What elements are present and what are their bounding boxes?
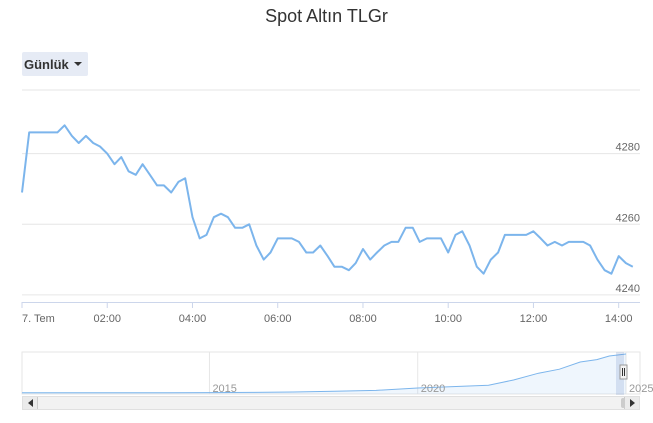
x-tick-label: 10:00 <box>434 313 462 325</box>
navigator-year-labels: 2015 2020 2025 <box>212 383 653 395</box>
scrollbar-thumb[interactable] <box>621 398 625 408</box>
arrow-left-icon <box>27 399 33 407</box>
scroll-left-button[interactable] <box>23 397 38 409</box>
y-tick-label: 4260 <box>616 212 640 224</box>
y-tick-label: 4240 <box>616 283 640 295</box>
x-tick-label: 08:00 <box>349 313 377 325</box>
navigator-scrollbar[interactable] <box>22 396 640 410</box>
navigator-year-label: 2020 <box>421 383 445 395</box>
x-tick-label: 06:00 <box>264 313 292 325</box>
x-tick-label: 12:00 <box>520 313 548 325</box>
range-selector-button[interactable]: Günlük <box>22 52 88 76</box>
scroll-right-button[interactable] <box>624 397 639 409</box>
navigator-frame <box>21 351 641 395</box>
x-tick-label: 14:00 <box>605 313 633 325</box>
navigator-line <box>22 353 627 394</box>
chart-title: Spot Altın TLGr <box>265 6 388 26</box>
y-axis-labels: 4240 4260 4280 <box>616 142 640 295</box>
x-tick-label: 7. Tem <box>22 313 55 325</box>
navigator[interactable]: 2015 2020 2025 <box>0 350 653 400</box>
navigator-year-label: 2015 <box>212 383 236 395</box>
arrow-right-icon <box>629 399 635 407</box>
navigator-grid <box>21 351 641 395</box>
x-tick-label: 04:00 <box>179 313 207 325</box>
navigator-area <box>22 354 626 394</box>
x-tick-label: 02:00 <box>93 313 121 325</box>
navigator-year-label: 2025 <box>629 383 653 395</box>
range-selector-label: Günlük <box>24 56 69 72</box>
price-series-line <box>21 124 634 275</box>
grid-layer <box>22 89 640 303</box>
main-chart[interactable]: 4240 4260 4280 7. Tem 02:00 04:00 06:00 08:00 1… <box>0 0 653 340</box>
chevron-down-icon <box>73 62 82 66</box>
x-axis-labels: 7. Tem 02:00 04:00 06:00 08:00 10:00 12:00 14:0… <box>21 302 633 325</box>
y-tick-label: 4280 <box>616 142 640 154</box>
navigator-handle[interactable] <box>619 364 628 380</box>
